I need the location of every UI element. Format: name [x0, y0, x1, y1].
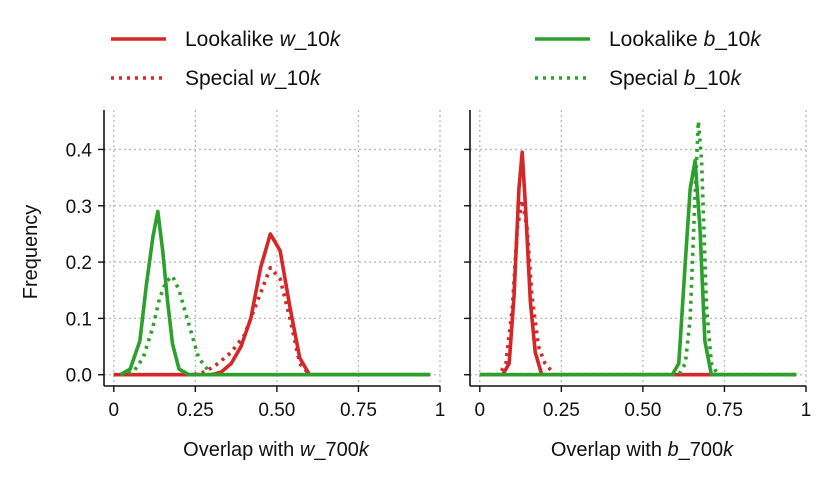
x-tick-label: 0.75	[340, 400, 377, 421]
x-axis-label-suffix: _700	[678, 439, 724, 461]
series-line-lookalike-w-10k	[113, 232, 431, 377]
x-tick-label: 0	[108, 400, 119, 421]
x-tick-label: 0.50	[258, 400, 295, 421]
legend-label-special_b-unit: k	[730, 67, 742, 90]
legend-label-special_w-suffix: _10	[274, 67, 310, 90]
series-line-special-b-10k	[119, 274, 431, 377]
legend-label-lookalike_w-suffix: _10	[294, 28, 330, 51]
x-tick-label: 0	[474, 400, 485, 421]
x-axis-label-prefix: Overlap with	[183, 439, 300, 461]
series-line-special-w-10k	[113, 265, 431, 377]
y-tick-label: 0.2	[66, 253, 92, 274]
y-tick-label: 0.4	[66, 140, 93, 161]
legend-label-lookalike_w: Lookalike w_10k	[185, 28, 342, 51]
legend-label-lookalike_b-var: b	[704, 28, 716, 51]
panel-right: 0 0.25 0.50 0.75 1 Overlap with b_700k	[464, 110, 811, 461]
x-axis-label: Overlap with w_700k	[183, 439, 370, 461]
x-tick-label: 0.25	[543, 400, 580, 421]
x-tick-label: 1	[801, 400, 812, 421]
x-tick-label: 1	[435, 400, 446, 421]
legend-label-special_w-var: w	[260, 67, 277, 90]
x-tick-label: 0.50	[624, 400, 661, 421]
x-axis-label-prefix: Overlap with	[551, 439, 668, 461]
x-axis-label-unit: k	[723, 439, 734, 461]
x-axis-label-var: b	[668, 439, 679, 461]
x-tick-label: 0.75	[706, 400, 743, 421]
series-line-lookalike-w-10k	[479, 150, 797, 377]
legend-label-special_w-prefix: Special	[185, 67, 260, 90]
series-line-lookalike-b-10k	[479, 158, 797, 377]
legend-label-lookalike_b-unit: k	[750, 28, 762, 51]
y-tick-label: 0.0	[66, 366, 92, 387]
legend-label-special_b-suffix: _10	[694, 67, 730, 90]
y-axis-label: Frequency	[20, 205, 42, 300]
legend-label-lookalike_w-var: w	[280, 28, 297, 51]
legend-label-special_b-prefix: Special	[609, 67, 684, 90]
x-axis-label: Overlap with b_700k	[551, 439, 734, 461]
x-axis-label-unit: k	[359, 439, 370, 461]
panel-left: 0 0.25 0.50 0.75 1 0.0 0.1 0.2 0.3 0.4 Overlap wit…	[20, 110, 445, 461]
y-tick-label: 0.3	[66, 197, 92, 218]
legend-label-special_b-var: b	[684, 67, 696, 90]
x-tick-label: 0.25	[177, 400, 214, 421]
legend-label-special_w-unit: k	[310, 67, 322, 90]
x-axis-label-suffix: _700	[313, 439, 359, 461]
legend-label-lookalike_w-unit: k	[330, 28, 342, 51]
legend-label-lookalike_b-prefix: Lookalike	[609, 28, 704, 51]
legend-label-lookalike_w-prefix: Lookalike	[185, 28, 280, 51]
legend-label-special_b: Special b_10k	[609, 67, 742, 90]
legend-label-lookalike_b: Lookalike b_10k	[609, 28, 762, 51]
legend-label-lookalike_b-suffix: _10	[714, 28, 750, 51]
series-line-lookalike-b-10k	[119, 209, 431, 377]
legend-label-special_w: Special w_10k	[185, 67, 322, 90]
x-axis-label-var: w	[300, 439, 316, 461]
y-tick-label: 0.1	[66, 309, 92, 330]
